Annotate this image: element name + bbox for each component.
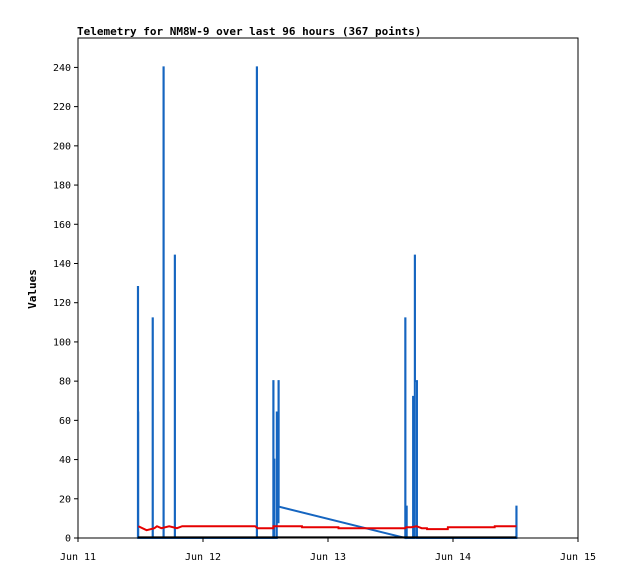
x-tick-label: Jun 13 (310, 552, 346, 563)
y-tick-label: 20 (59, 494, 71, 505)
y-tick-label: 140 (53, 259, 71, 270)
series-line-2 (137, 525, 517, 532)
x-tick-label: Jun 12 (185, 552, 221, 563)
y-tick-label: 100 (53, 337, 71, 348)
y-tick-label: 0 (65, 534, 71, 545)
chart-axes: 0 20 40 60 80 100 120 140 160 180 200 220 240 Jun 11 J… (53, 63, 596, 563)
y-tick-label: 180 (53, 181, 71, 192)
x-tick-label: Jun 14 (435, 552, 471, 563)
y-tick-label: 80 (59, 377, 71, 388)
x-tick-label: Jun 11 (60, 552, 96, 563)
y-tick-label: 60 (59, 416, 71, 427)
y-tick-label: 240 (53, 63, 71, 74)
y-tick-label: 40 (59, 455, 71, 466)
y-tick-label: 220 (53, 102, 71, 113)
y-axis-label: Values (26, 269, 39, 309)
x-tick-label: Jun 15 (560, 552, 596, 563)
y-tick-label: 200 (53, 141, 71, 152)
y-tick-label: 160 (53, 220, 71, 231)
y-tick-label: 120 (53, 298, 71, 309)
chart-title: Telemetry for NM8W-9 over last 96 hours … (77, 25, 421, 38)
